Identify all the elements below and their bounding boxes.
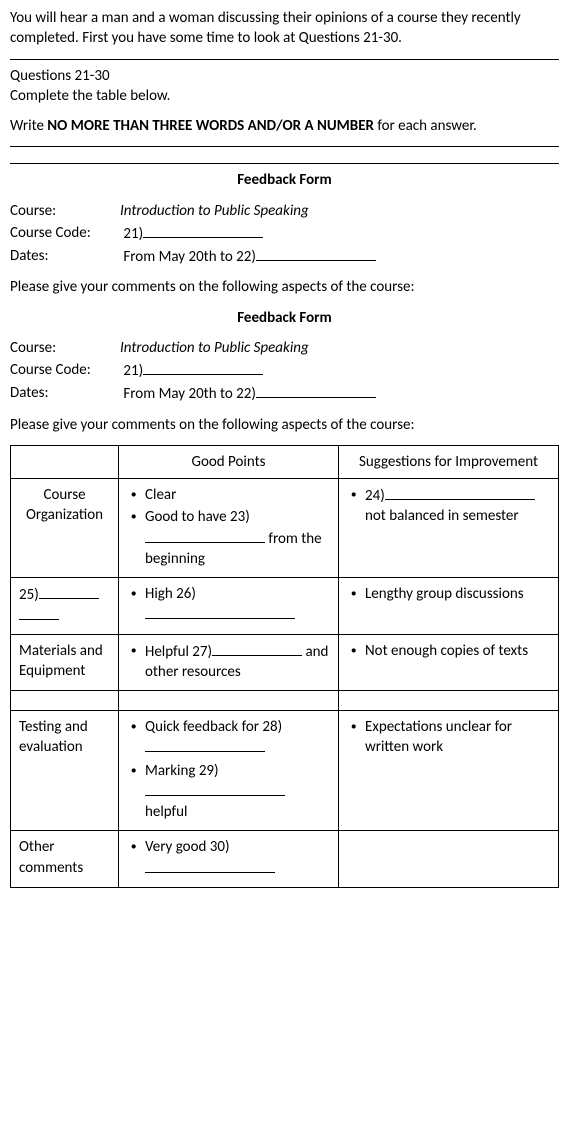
feedback-table: Good Points Suggestions for Improvement … xyxy=(10,445,559,888)
dates-prefix: From May 20th to 22) xyxy=(123,385,256,403)
suggestions-cell: Expectations unclear for written work xyxy=(339,711,559,831)
text: Helpful 27) xyxy=(145,643,212,661)
write-prefix: Write xyxy=(10,117,47,135)
text: not balanced in semester xyxy=(365,507,519,525)
text: 24) xyxy=(365,487,385,505)
q28-blank[interactable] xyxy=(145,737,265,752)
dates-prefix: From May 20th to 22) xyxy=(123,248,256,266)
q25-blank[interactable] xyxy=(39,584,99,599)
code-label: Course Code: xyxy=(10,360,120,381)
table-row: Course Organization Clear Good to have 2… xyxy=(11,479,559,578)
list-item: Expectations unclear for written work xyxy=(351,717,550,758)
table-row: 25) High 26) Lengthy group discussions xyxy=(11,578,559,635)
divider xyxy=(10,59,559,60)
list-item: 24) not balanced in semester xyxy=(351,485,550,527)
q21-label: 21) xyxy=(123,362,143,380)
q30-blank[interactable] xyxy=(145,858,275,873)
code-value: 21) xyxy=(120,223,559,244)
form-header-2: Course: Introduction to Public Speaking … xyxy=(10,338,559,405)
row-label: Materials and Equipment xyxy=(11,634,119,691)
table-row: Materials and Equipment Helpful 27) and … xyxy=(11,634,559,691)
comments-instr-2: Please give your comments on the followi… xyxy=(10,415,559,435)
code-value: 21) xyxy=(120,360,559,381)
suggestions-cell: 24) not balanced in semester xyxy=(339,479,559,578)
good-points-cell: High 26) xyxy=(119,578,339,635)
q24-blank[interactable] xyxy=(385,485,505,500)
list-item: Not enough copies of texts xyxy=(351,641,550,661)
write-suffix: for each answer. xyxy=(374,117,477,135)
header-blank xyxy=(11,445,119,478)
course-label: Course: xyxy=(10,338,120,358)
q25-label: 25) xyxy=(19,586,39,604)
table-row: Other comments Very good 30) xyxy=(11,831,559,888)
row-label: Testing and evaluation xyxy=(11,711,119,831)
q21-blank[interactable] xyxy=(143,223,263,238)
list-item: Quick feedback for 28) xyxy=(131,717,330,759)
q27-blank[interactable] xyxy=(212,641,302,656)
write-instruction: Write NO MORE THAN THREE WORDS AND/OR A … xyxy=(10,116,559,136)
intro-text: You will hear a man and a woman discussi… xyxy=(10,8,559,49)
good-points-cell: Helpful 27) and other resources xyxy=(119,634,339,691)
text: Good to have 23) xyxy=(145,508,250,526)
list-item: High 26) xyxy=(131,584,330,626)
q22-blank[interactable] xyxy=(256,383,376,398)
q21-label: 21) xyxy=(123,225,143,243)
form-title-2: Feedback Form xyxy=(10,308,559,328)
form-title-1: Feedback Form xyxy=(10,170,559,190)
course-value: Introduction to Public Speaking xyxy=(120,201,559,221)
text: Quick feedback for 28) xyxy=(145,718,282,736)
divider xyxy=(10,146,559,147)
q21-blank[interactable] xyxy=(143,360,263,375)
complete-instruction: Complete the table below. xyxy=(10,86,559,106)
suggestions-cell: Lengthy group discussions xyxy=(339,578,559,635)
code-label: Course Code: xyxy=(10,223,120,244)
text: Marking 29) xyxy=(145,762,219,780)
list-item: Marking 29) helpful xyxy=(131,761,330,823)
table-header-row: Good Points Suggestions for Improvement xyxy=(11,445,559,478)
table-row: Testing and evaluation Quick feedback fo… xyxy=(11,711,559,831)
q26-blank[interactable] xyxy=(145,604,295,619)
questions-range: Questions 21-30 xyxy=(10,66,559,86)
good-points-cell: Very good 30) xyxy=(119,831,339,888)
suggestions-cell xyxy=(339,831,559,888)
good-points-cell: Quick feedback for 28) Marking 29) helpf… xyxy=(119,711,339,831)
course-value: Introduction to Public Speaking xyxy=(120,338,559,358)
q22-blank[interactable] xyxy=(256,246,376,261)
row-label: 25) xyxy=(11,578,119,635)
write-bold: NO MORE THAN THREE WORDS AND/OR A NUMBER xyxy=(47,117,374,135)
list-item: Clear xyxy=(131,485,330,505)
row-label: Course Organization xyxy=(11,479,119,578)
good-points-cell: Clear Good to have 23) from the beginnin… xyxy=(119,479,339,578)
course-label: Course: xyxy=(10,201,120,221)
text: High 26) xyxy=(145,585,196,603)
q25-blank-2[interactable] xyxy=(19,605,59,620)
spacer-row xyxy=(11,691,559,711)
dates-label: Dates: xyxy=(10,383,120,404)
dates-value: From May 20th to 22) xyxy=(120,383,559,404)
dates-label: Dates: xyxy=(10,246,120,267)
dates-value: From May 20th to 22) xyxy=(120,246,559,267)
suggestions-cell: Not enough copies of texts xyxy=(339,634,559,691)
header-suggestions: Suggestions for Improvement xyxy=(339,445,559,478)
question-range-section: Questions 21-30 Complete the table below… xyxy=(10,66,559,107)
list-item: Helpful 27) and other resources xyxy=(131,641,330,683)
row-label: Other comments xyxy=(11,831,119,888)
list-item: Lengthy group discussions xyxy=(351,584,550,604)
q24-blank-2[interactable] xyxy=(505,485,535,500)
q29-blank[interactable] xyxy=(145,781,285,796)
list-item: Very good 30) xyxy=(131,837,330,879)
header-good: Good Points xyxy=(119,445,339,478)
text: helpful xyxy=(145,803,187,821)
q23-blank[interactable] xyxy=(145,528,265,543)
list-item: Good to have 23) from the beginning xyxy=(131,507,330,569)
form-header-1: Course: Introduction to Public Speaking … xyxy=(10,201,559,268)
comments-instr-1: Please give your comments on the followi… xyxy=(10,277,559,297)
text: Very good 30) xyxy=(145,838,230,856)
divider xyxy=(10,163,559,164)
